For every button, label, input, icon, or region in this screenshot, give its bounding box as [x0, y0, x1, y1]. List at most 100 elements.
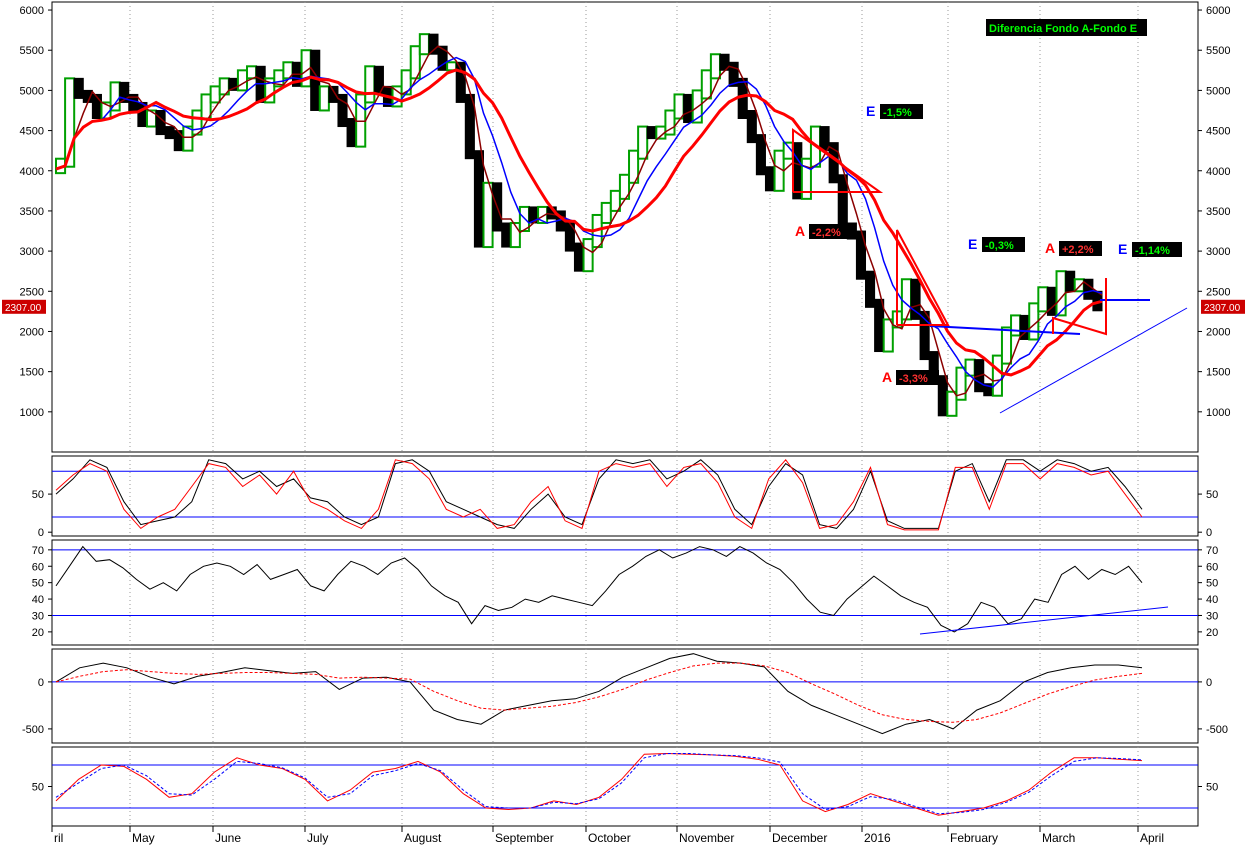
x-tick-label: June	[215, 831, 241, 845]
y-tick-label-right: 1000	[1206, 407, 1230, 419]
annotation-tag-bg	[982, 237, 1025, 252]
y-tick-label-left: 4500	[20, 126, 44, 138]
annotation-a: A -2,2%	[795, 223, 852, 239]
macd-series-1	[55, 662, 1143, 723]
y-tick-label-left: 2500	[20, 286, 44, 298]
price-bar-down	[910, 278, 921, 320]
pattern-box-red	[1052, 278, 1107, 336]
y-tick-label-right: 30	[1206, 610, 1218, 622]
x-tick-label: September	[495, 831, 554, 845]
price-bar-down	[346, 118, 357, 148]
y-tick-label-right: 50	[1206, 489, 1218, 501]
price-bar-down	[455, 61, 466, 103]
y-tick-label-right: 5000	[1206, 85, 1230, 97]
price-bar-up	[673, 93, 685, 120]
x-tick-label: ril	[54, 831, 63, 845]
y-tick-label-right: 2000	[1206, 326, 1230, 338]
annotation-tag-text: -1,5%	[883, 107, 912, 119]
y-tick-label-right: 3000	[1206, 246, 1230, 258]
y-tick-label-left: 5000	[20, 85, 44, 97]
price-bar-up	[64, 77, 76, 168]
annotation-tag-text: -0,3%	[985, 240, 1014, 252]
price-bar-down	[164, 126, 175, 140]
x-tick-label: 2016	[864, 831, 891, 845]
price-bar-down	[837, 174, 848, 232]
y-tick-label-left: 60	[32, 561, 44, 573]
price-bar-down	[428, 33, 439, 55]
last-value-bg	[1201, 299, 1245, 314]
price-bar-down	[937, 375, 948, 417]
price-bar-up	[182, 125, 194, 152]
annotation-tag-text: -1,14%	[1135, 245, 1170, 257]
y-tick-label-left: 5500	[20, 45, 44, 57]
annotation-letter: E	[968, 236, 977, 252]
price-bar-down	[1065, 270, 1076, 292]
price-bar-down	[746, 110, 757, 144]
x-tick-label: May	[132, 831, 155, 845]
y-tick-label-right: 0	[1206, 527, 1212, 539]
price-bar-down	[755, 134, 766, 176]
y-tick-label-right: -500	[1206, 724, 1228, 736]
trendline-support	[999, 307, 1188, 414]
y-tick-label-left: 6000	[20, 5, 44, 17]
price-bar-up	[1000, 326, 1013, 365]
price-bar-down	[155, 110, 166, 136]
price-bar-down	[819, 126, 830, 152]
price-bar-up	[400, 69, 412, 96]
annotation-e: E -1,14%	[1118, 241, 1182, 257]
price-bar-up	[582, 238, 594, 273]
price-bar-down	[501, 222, 512, 248]
title-bg	[986, 19, 1147, 36]
price-bar-down	[728, 61, 739, 87]
price-bar-down	[464, 93, 475, 160]
y-tick-label-left: 3500	[20, 206, 44, 218]
y-tick-label-right: 3500	[1206, 206, 1230, 218]
rsi-trendline	[919, 606, 1169, 635]
x-tick-label: February	[950, 831, 998, 845]
last-value-tag-left: 2307.00	[2, 299, 46, 314]
slow-stochastic-series-0	[55, 752, 1143, 816]
price-bar-up	[700, 69, 712, 100]
price-bar-up	[664, 109, 676, 136]
price-bar-down	[119, 81, 130, 103]
annotation-tag-bg	[880, 104, 923, 119]
y-tick-label-left: 30	[32, 610, 44, 622]
price-bar-up	[509, 222, 521, 249]
y-tick-label-left: -500	[22, 724, 44, 736]
annotation-tag-text: -3,3%	[899, 373, 928, 385]
y-tick-label-left: 70	[32, 545, 44, 557]
price-bar-up	[991, 354, 1003, 397]
price-bar-down	[173, 130, 184, 152]
annotation-a: A -3,3%	[882, 369, 939, 385]
price-bar-up	[946, 390, 958, 417]
panel-frame-3	[51, 648, 1199, 744]
x-tick-label: March	[1042, 831, 1075, 845]
y-tick-label-right: 70	[1206, 545, 1218, 557]
y-tick-label-right: 1500	[1206, 367, 1230, 379]
rsi-series-0	[55, 545, 1143, 633]
price-bar-down	[646, 126, 657, 140]
ma-slow-line	[55, 68, 1103, 377]
x-tick-label: April	[1140, 831, 1164, 845]
annotation-a: A +2,2%	[1045, 240, 1102, 256]
y-tick-label-left: 0	[38, 677, 44, 689]
trendline-blue	[929, 325, 1081, 335]
annotation-letter: A	[795, 223, 805, 239]
x-tick-label: July	[307, 831, 328, 845]
panel-frame-2	[51, 539, 1199, 646]
y-tick-label-right: 6000	[1206, 5, 1230, 17]
price-bar-up	[709, 53, 721, 80]
y-tick-label-right: 0	[1206, 677, 1212, 689]
y-tick-label-left: 0	[38, 527, 44, 539]
annotation-tag-bg	[1059, 241, 1102, 256]
price-bar-up	[637, 125, 649, 160]
panel-frame-0	[51, 1, 1199, 453]
annotation-e: E -0,3%	[968, 236, 1025, 252]
price-bar-up	[246, 65, 258, 80]
macd-series-0	[55, 653, 1143, 735]
stochastic-series-0	[55, 459, 1143, 529]
last-value-text: 2307.00	[5, 303, 42, 314]
price-bar-up	[900, 278, 912, 321]
y-tick-label-right: 40	[1206, 594, 1218, 606]
y-tick-label-left: 20	[32, 627, 44, 639]
